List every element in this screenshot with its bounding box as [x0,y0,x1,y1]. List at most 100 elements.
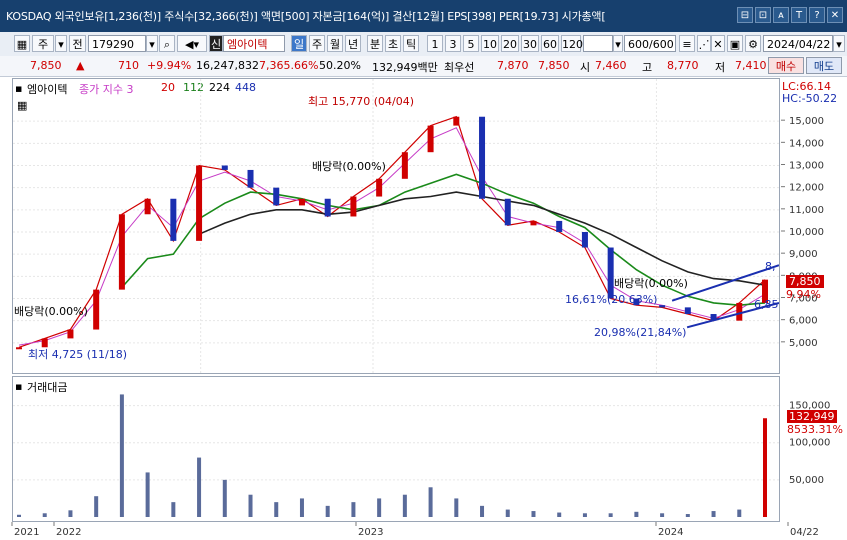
data-count-field[interactable]: 600/600 [624,35,676,52]
volume-current-tag: 132,949 [787,410,837,423]
restore-icon[interactable]: ⊟ [737,7,753,23]
current-price-pct: 9.94% [786,288,821,301]
price-candle [504,198,511,226]
interval-button-120[interactable]: 120 [561,35,583,52]
price-tick-label: 10,000 [789,227,824,238]
price-candle [530,220,537,226]
settings-icon[interactable]: ⚙ [745,35,761,52]
price-change: 710 [118,59,139,72]
period-weekly-button[interactable]: 주 [309,35,325,52]
stock-legend: 엠아이텍 [27,83,68,96]
volume-bar [582,513,587,517]
volume-bar [299,498,304,517]
chevron-down-icon[interactable]: ▾ [55,35,67,52]
volume-collapse-icon[interactable]: ▪ [15,380,23,393]
interval-button-60[interactable]: 60 [541,35,559,52]
new-badge: 신 [209,35,223,52]
best-quote-label: 최우선 [444,61,475,74]
menu-icon[interactable]: ≡ [679,35,695,52]
lc-label: LC:66.14 [782,80,832,93]
panel-collapse-icon[interactable]: ▪ [15,82,23,95]
price-candle [607,247,614,299]
volume: 16,247,832 [196,59,259,72]
price-candle [376,178,383,197]
interval-button-1[interactable]: 1 [427,35,443,52]
date-tick-label: 2024 [658,527,683,538]
price-candle [736,302,743,321]
calendar-icon[interactable]: ▾ [833,35,845,52]
sell-button[interactable]: 매도 [806,57,842,74]
close-icon[interactable]: ✕ [827,7,843,23]
window-title: KOSDAQ 외국인보유[1,236(천)] 주식수[32,366(천)] 액면… [6,10,606,23]
interval-button-5[interactable]: 5 [463,35,479,52]
interval-custom-input[interactable] [583,35,613,52]
buy-button[interactable]: 매수 [768,57,804,74]
ma-224-legend: 224 [209,81,230,94]
price-tick-label: 7,000 [789,294,818,305]
speaker-icon[interactable]: ◀▾ [177,35,207,52]
trend-value-label: 6,85 [754,298,779,311]
open-label: 시 [580,61,591,74]
price-candle [93,289,100,330]
volume-bar [711,511,716,517]
quote-bar: 7,850 ▲ 710 +9.94% 16,247,832 7,365.66% … [0,56,847,77]
code-dropdown-icon[interactable]: ▾ [146,35,158,52]
interval-button-3[interactable]: 3 [445,35,461,52]
high-price: 8,770 [667,59,699,72]
low-annotation: 최저 4,725 (11/18) [28,348,128,361]
volume-bar [763,418,767,517]
best-quote-1: 7,870 [497,59,529,72]
date-axis: 2021 2022 2023 2024 04/22 [11,522,819,538]
period-minute-button[interactable]: 분 [367,35,383,52]
dividend-annotation-1: 배당락(0.00%) [14,305,88,318]
period-monthly-button[interactable]: 월 [327,35,343,52]
interval-dropdown-icon[interactable]: ▾ [613,35,623,52]
type-select[interactable]: 주 [32,35,54,52]
price-candle [16,347,22,350]
price-candle [67,329,74,339]
volume-bar [634,511,639,517]
price-tick-label: 12,000 [789,183,824,194]
volume-bar [402,494,407,517]
grid-menu-icon[interactable]: ▦ [14,35,30,52]
price-panel: ▪ 엠아이텍 종가 지수 3 20 112 224 448 ▦ [12,78,780,374]
volume-bar [660,513,665,517]
interval-button-10[interactable]: 10 [481,35,499,52]
volume-panel: ▪ 거래대금 [12,376,780,522]
volume-tick-label: 100,000 [789,438,830,449]
font-icon[interactable]: ᴀ [773,7,789,23]
volume-tick-label: 150,000 [789,401,830,412]
help-icon[interactable]: ? [809,7,825,23]
stock-code-input[interactable]: 179290 [88,35,146,52]
text-icon[interactable]: T [791,7,807,23]
period-yearly-button[interactable]: 년 [345,35,361,52]
price-candle [247,169,254,188]
volume-current-pct: 8533.31% [787,423,843,436]
layout-icon[interactable]: ⊡ [755,7,771,23]
save-icon[interactable]: ▣ [727,35,743,52]
period-second-button[interactable]: 초 [385,35,401,52]
volume-bar [94,496,99,517]
volume-bar [68,510,73,517]
prev-button[interactable]: 전 [69,35,86,52]
chart-lines-icon[interactable]: ⋰ [697,35,711,52]
channel-label-upper: 16,61%(20.63%) [565,293,658,306]
best-quote-2: 7,850 [538,59,570,72]
volume-bar [428,487,433,517]
interval-button-30[interactable]: 30 [521,35,539,52]
trend-top-label: 8, [765,260,776,273]
interval-button-20[interactable]: 20 [501,35,519,52]
period-tick-button[interactable]: 틱 [403,35,419,52]
period-daily-button[interactable]: 일 [291,35,307,52]
search-icon[interactable]: ⌕ [159,35,175,52]
chart-settings-icon[interactable]: ▦ [17,99,28,112]
trade-amount: 132,949백만 [372,61,438,74]
date-tick-label: 04/22 [790,527,819,538]
volume-axis: 50,000 100,000 150,000 [789,401,830,486]
volume-bar [325,505,330,517]
low-label: 저 [715,61,726,74]
date-field[interactable]: 2024/04/22 [763,35,833,52]
price-tick-label: 13,000 [789,161,824,172]
price-candle [170,198,177,241]
crosshair-icon[interactable]: ✕ [711,35,725,52]
